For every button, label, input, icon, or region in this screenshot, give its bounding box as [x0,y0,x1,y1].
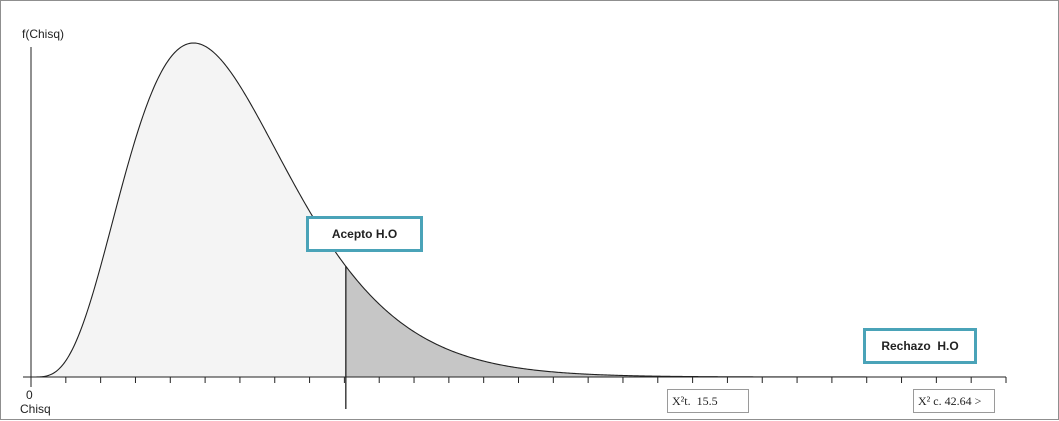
accept-region-callout: Acepto H.O [306,216,423,252]
x-axis-label: Chisq [20,402,51,416]
y-axis-label: f(Chisq) [22,27,64,41]
x-origin-label: 0 [26,388,33,402]
accept-region-area [31,43,346,377]
critical-value-box: X²t. 15.5 [667,389,749,413]
reject-region-area [345,266,1007,377]
computed-value-box: X² c. 42.64 > [913,389,995,413]
x-axis-ticks [30,377,1007,383]
reject-region-callout: Rechazo H.O [863,328,977,364]
